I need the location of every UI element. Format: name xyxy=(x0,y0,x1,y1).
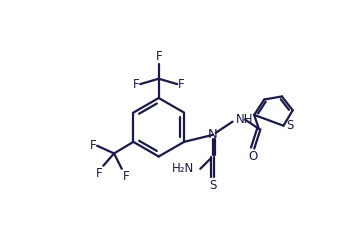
Text: S: S xyxy=(286,119,294,132)
Text: F: F xyxy=(122,170,129,183)
Text: O: O xyxy=(248,150,257,163)
Text: H₂N: H₂N xyxy=(172,162,194,175)
Text: F: F xyxy=(90,139,96,152)
Text: F: F xyxy=(133,78,139,91)
Text: S: S xyxy=(209,179,216,192)
Text: N: N xyxy=(208,128,218,141)
Text: F: F xyxy=(178,78,185,91)
Text: NH: NH xyxy=(236,113,253,126)
Text: F: F xyxy=(96,167,102,179)
Text: F: F xyxy=(155,50,162,63)
